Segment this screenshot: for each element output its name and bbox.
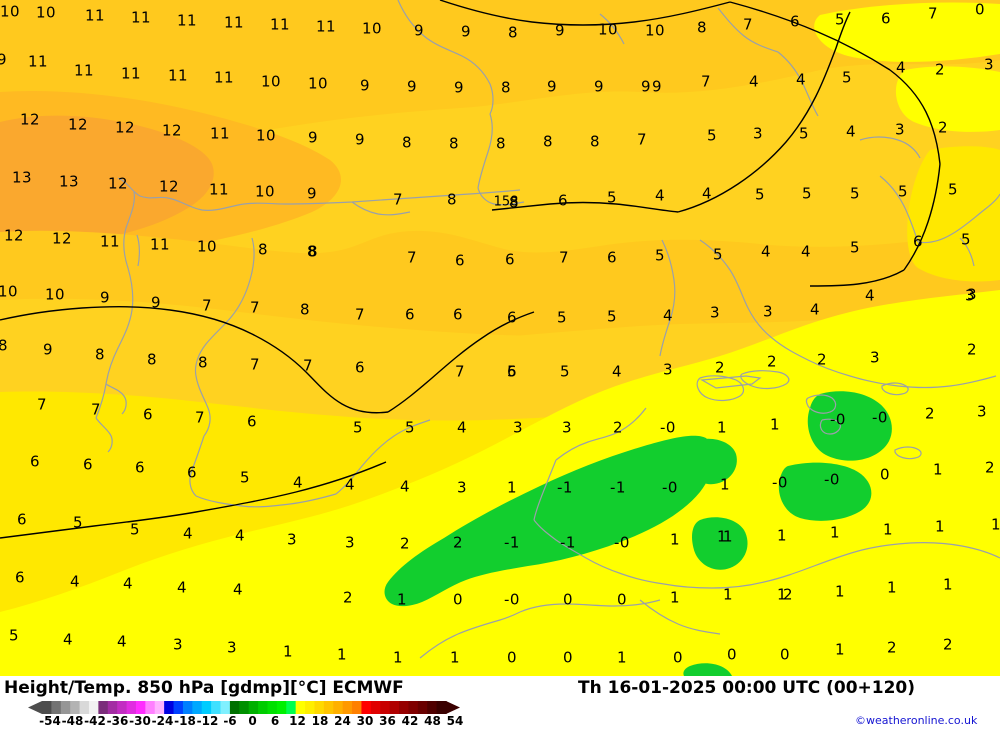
colorbar-swatch xyxy=(267,701,278,714)
band-orange-deep-lobe xyxy=(135,151,210,209)
colorbar-tick: 18 xyxy=(311,714,329,728)
colorbar-swatch xyxy=(389,701,400,714)
colorbar-swatch xyxy=(342,701,353,714)
colorbar-swatch xyxy=(436,701,447,714)
model-run-timestamp: Th 16-01-2025 00:00 UTC (00+120) xyxy=(578,678,916,698)
colorbar-swatch xyxy=(220,701,231,714)
colorbar-swatch xyxy=(248,701,259,714)
colorbar-swatch xyxy=(70,701,81,714)
colorbar-tick: -48 xyxy=(61,714,84,728)
colorbar-swatch xyxy=(323,701,334,714)
colorbar-tick: -42 xyxy=(84,714,106,728)
height-contours-layer xyxy=(0,0,941,539)
map-contour-layer xyxy=(0,0,1000,676)
colorbar-swatch xyxy=(352,701,363,714)
band-yellow-pure xyxy=(0,290,1000,676)
colorbar-swatch xyxy=(258,701,269,714)
colorbar-swatch xyxy=(42,701,52,714)
colorbar-tick: -30 xyxy=(129,714,151,728)
colorbar-tick: -24 xyxy=(151,714,174,728)
colorbar-swatch xyxy=(370,701,381,714)
colorbar-tick: -36 xyxy=(106,714,129,728)
green-main-sardinia xyxy=(384,435,714,607)
colorbar-tick: -18 xyxy=(174,714,196,728)
weather-map[interactable]: 158 10 10 11 11 11 11 11 11 10 9 9 8 9 10 10 8 7 6 5 6 7 0 9 11… xyxy=(0,0,1000,676)
colorbar-swatch xyxy=(399,701,410,714)
green-sardinia-tail xyxy=(692,517,748,570)
colorbar-swatch xyxy=(182,701,193,714)
colorbar-swatch xyxy=(51,701,62,714)
colorbar-svg xyxy=(28,701,460,714)
patch-yellow-pure-ne xyxy=(814,2,1000,62)
colorbar-swatch xyxy=(145,701,156,714)
colorbar-swatch xyxy=(417,701,428,714)
colorbar-tick: 24 xyxy=(334,714,351,728)
colorbar-swatch xyxy=(154,701,165,714)
colorbar-tick: 42 xyxy=(401,714,419,728)
colorbar-tick: -54 xyxy=(39,714,61,728)
map-footer: Height/Temp. 850 hPa [gdmp][°C] ECMWF Th… xyxy=(0,676,1000,733)
patch-yellow-pure-east xyxy=(895,66,1000,132)
colorbar-swatch xyxy=(286,701,297,714)
colorbar-swatch xyxy=(295,701,306,714)
colorbar-swatch xyxy=(135,701,146,714)
height-contour-label: 158 xyxy=(493,194,519,210)
green-right-edge-small xyxy=(690,438,737,485)
copyright-notice: ©weatheronline.co.uk xyxy=(855,714,978,727)
colorbar-tick: 30 xyxy=(356,714,374,728)
colorbar-tick: 48 xyxy=(424,714,441,728)
colorbar-swatch xyxy=(60,701,71,714)
colorbar-swatch xyxy=(408,701,419,714)
colorbar-swatch xyxy=(98,701,109,714)
colorbar-swatch xyxy=(361,701,372,714)
colorbar-swatch xyxy=(229,701,240,714)
green-lower-right-blob xyxy=(778,462,872,521)
colorbar-swatch xyxy=(201,701,212,714)
colorbar-tick: 12 xyxy=(289,714,306,728)
colorbar-swatch xyxy=(79,701,90,714)
colorbar-swatch xyxy=(88,701,99,714)
temperature-colorbar xyxy=(28,699,460,714)
colorbar-swatch xyxy=(107,701,118,714)
colorbar-swatch xyxy=(427,701,438,714)
colorbar-swatch xyxy=(305,701,316,714)
colorbar-tick-labels: -54 -48 -42 -36 -30 -24 -18 -12 -6 0 6 12 18 24 30 36 42… xyxy=(0,714,1000,730)
colorbar-right-arrow xyxy=(446,701,460,714)
colorbar-swatch xyxy=(164,701,175,714)
colorbar-swatch xyxy=(117,701,128,714)
green-upper-right-blob xyxy=(807,391,892,461)
colorbar-swatch xyxy=(239,701,250,714)
patch-yellow-bright-right xyxy=(907,146,1000,282)
band-orange-deep xyxy=(0,115,214,246)
colorbar-swatch xyxy=(380,701,391,714)
colorbar-swatch xyxy=(126,701,137,714)
colorbar-left-arrow xyxy=(28,701,42,714)
colorbar-tick: 0 xyxy=(248,714,257,728)
map-title: Height/Temp. 850 hPa [gdmp][°C] ECMWF xyxy=(4,678,404,698)
colorbar-swatch xyxy=(173,701,184,714)
colorbar-tick: 54 xyxy=(446,714,464,728)
colorbar-swatch xyxy=(192,701,203,714)
colorbar-swatch xyxy=(333,701,344,714)
colorbar-tick: 36 xyxy=(379,714,396,728)
colorbar-swatch xyxy=(211,701,222,714)
colorbar-tick: -6 xyxy=(223,714,237,728)
green-bottom-small xyxy=(683,663,732,676)
colorbar-tick: -12 xyxy=(196,714,219,728)
coastlines-layer xyxy=(95,0,1000,659)
colorbar-swatch xyxy=(276,701,287,714)
colorbar-tick: 6 xyxy=(270,714,280,728)
colorbar-swatch xyxy=(314,701,325,714)
